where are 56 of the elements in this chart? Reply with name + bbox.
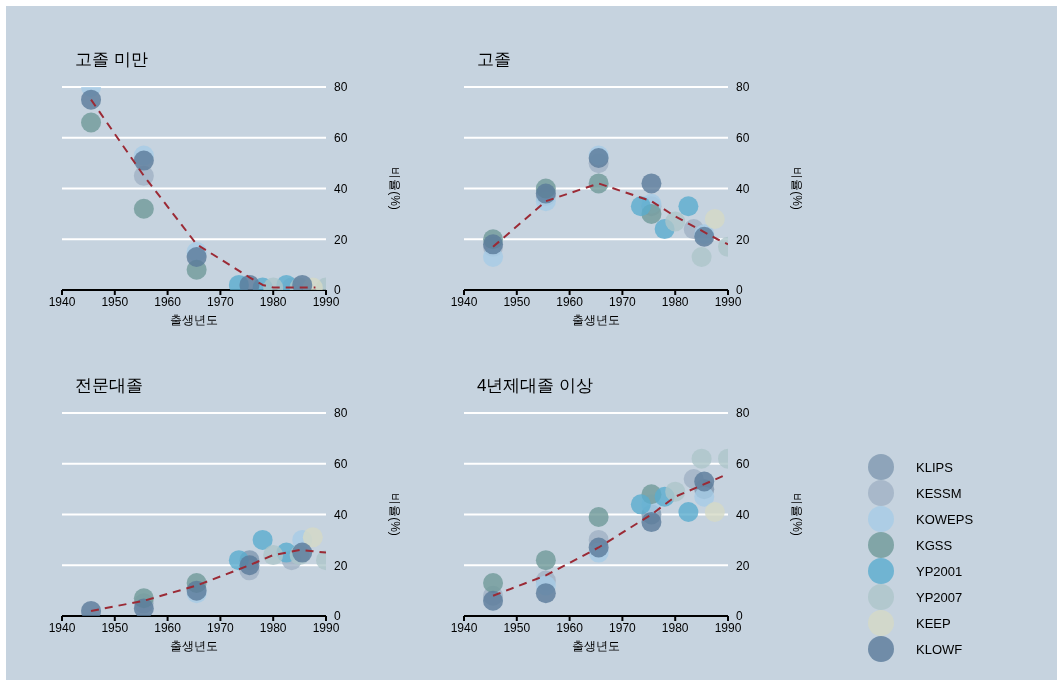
- y-tick-label: 20: [736, 558, 750, 573]
- x-axis-title: 출생년도: [572, 313, 620, 327]
- y-tick-label: 80: [334, 406, 348, 421]
- x-axis-title: 출생년도: [170, 639, 218, 653]
- y-tick-label: 40: [334, 507, 348, 522]
- x-axis-title: 출생년도: [170, 313, 218, 327]
- y-tick-label: 60: [334, 457, 348, 472]
- x-tick-label: 1970: [609, 294, 637, 309]
- y-tick-label: 20: [736, 232, 750, 247]
- x-tick-label: 1950: [101, 294, 129, 309]
- x-tick-label: 1960: [154, 620, 182, 635]
- y-axis-title: 비율(%): [790, 167, 804, 210]
- y-tick-label: 40: [736, 507, 750, 522]
- x-tick-label: 1960: [556, 620, 584, 635]
- x-tick-label: 1970: [609, 620, 637, 635]
- y-tick-label: 60: [334, 131, 348, 146]
- x-tick-label: 1950: [503, 294, 531, 309]
- y-axis-title: 비율(%): [388, 167, 402, 210]
- x-tick-label: 1970: [207, 294, 235, 309]
- chart-title: 전문대졸: [75, 375, 143, 397]
- y-tick-label: 20: [334, 232, 348, 247]
- legend-label: YP2007: [916, 589, 963, 605]
- x-tick-label: 1940: [48, 620, 76, 635]
- x-tick-label: 1940: [450, 294, 478, 309]
- x-tick-label: 1980: [259, 294, 287, 309]
- legend-label: KEEP: [916, 615, 951, 631]
- legend-label: KLIPS: [916, 459, 953, 475]
- legend-label: YP2001: [916, 563, 963, 579]
- y-tick-label: 60: [736, 457, 750, 472]
- legend-label: KGSS: [916, 537, 953, 553]
- chart-title: 4년제대졸 이상: [477, 375, 594, 397]
- x-tick-label: 1940: [450, 620, 478, 635]
- legend-label: KLOWF: [916, 641, 963, 657]
- y-tick-label: 20: [334, 558, 348, 573]
- x-tick-label: 1950: [503, 620, 531, 635]
- x-tick-label: 1950: [101, 620, 129, 635]
- y-tick-label: 80: [334, 80, 348, 95]
- y-axis-title: 비율(%): [790, 493, 804, 536]
- y-tick-label: 60: [736, 131, 750, 146]
- x-tick-label: 1980: [259, 620, 287, 635]
- x-tick-label: 1980: [661, 294, 689, 309]
- x-tick-label: 1970: [207, 620, 235, 635]
- legend-label: KESSM: [916, 485, 962, 501]
- legend-label: KOWEPS: [916, 511, 974, 527]
- x-axis-title: 출생년도: [572, 639, 620, 653]
- y-tick-label: 40: [334, 181, 348, 196]
- x-tick-label: 1940: [48, 294, 76, 309]
- x-tick-label: 1960: [556, 294, 584, 309]
- y-tick-label: 80: [736, 406, 750, 421]
- chart-title: 고졸 미만: [75, 49, 148, 71]
- y-axis-title: 비율(%): [388, 493, 402, 536]
- x-tick-label: 1980: [661, 620, 689, 635]
- y-tick-label: 80: [736, 80, 750, 95]
- x-tick-label: 1960: [154, 294, 182, 309]
- y-tick-label: 40: [736, 181, 750, 196]
- chart-title: 고졸: [477, 49, 511, 71]
